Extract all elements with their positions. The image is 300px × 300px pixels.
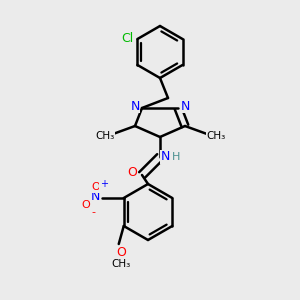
Text: N: N — [180, 100, 190, 112]
Text: H: H — [172, 152, 180, 162]
Text: CH₃: CH₃ — [206, 131, 226, 141]
Text: N: N — [91, 190, 101, 202]
Text: O: O — [81, 200, 90, 210]
Text: N: N — [130, 100, 140, 112]
Text: CH₃: CH₃ — [95, 131, 115, 141]
Text: N: N — [160, 151, 170, 164]
Text: -: - — [92, 207, 96, 217]
Text: CH₃: CH₃ — [111, 259, 130, 269]
Text: O: O — [116, 247, 126, 260]
Text: O: O — [92, 182, 100, 192]
Text: O: O — [127, 167, 137, 179]
Text: Cl: Cl — [122, 32, 134, 46]
Text: +: + — [100, 179, 108, 189]
